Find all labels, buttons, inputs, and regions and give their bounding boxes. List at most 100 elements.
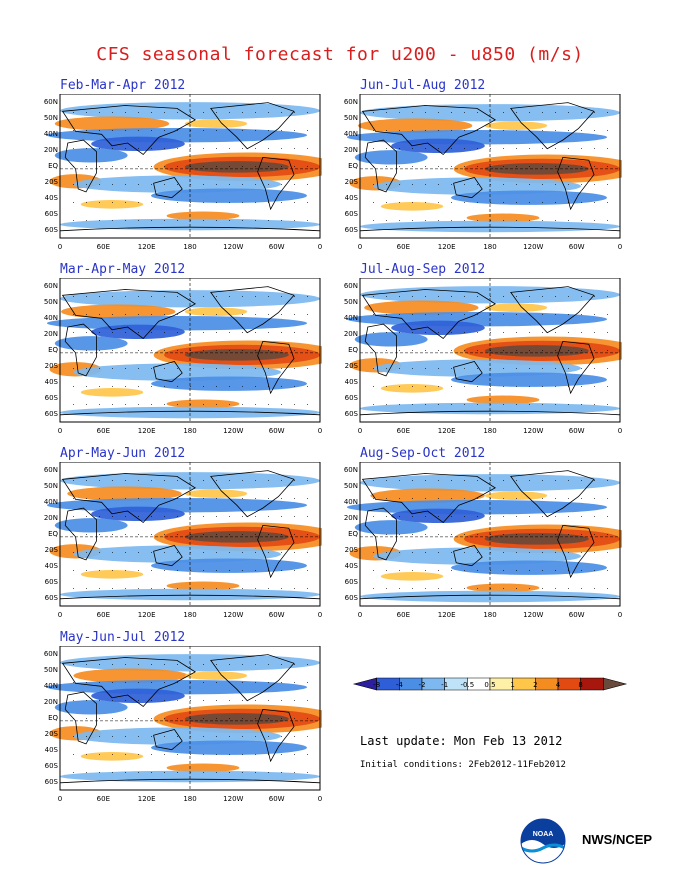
lat-tick-label: 20N <box>344 146 358 154</box>
lon-tick-label: 120E <box>138 243 156 251</box>
lat-tick-label: 60S <box>345 226 359 234</box>
colorbar-swatch <box>557 677 581 691</box>
lat-tick-label: 50N <box>344 298 358 306</box>
lon-tick-label: 180 <box>183 795 196 803</box>
lon-tick-label: 60W <box>569 611 585 619</box>
lon-tick-label: 180 <box>483 611 496 619</box>
lon-tick-label: 60E <box>97 243 110 251</box>
lon-tick-label: 60E <box>97 795 110 803</box>
lat-tick-label: 40N <box>44 314 58 322</box>
noaa-logo-text: NOAA <box>533 831 554 838</box>
colorbar-swatch <box>580 677 604 691</box>
grid-dots <box>373 480 608 589</box>
lat-tick-label: 20S <box>45 546 59 554</box>
lat-tick-label: 60S <box>345 594 359 602</box>
lat-tick-label: 40S <box>345 562 359 570</box>
colorbar-label: -4 <box>396 681 404 689</box>
lat-tick-label: 20N <box>44 514 58 522</box>
lat-tick-label: 40N <box>44 130 58 138</box>
map-frame <box>359 94 621 239</box>
lat-tick-label: 50N <box>44 482 58 490</box>
lon-tick-label: 0 <box>358 611 362 619</box>
map-panel-4: 60N 50N 40N 20N EQ 20S 40S 60S 60S 0 60E 120E 180 120… <box>344 278 622 435</box>
panel-title-5: Apr-May-Jun 2012 <box>60 446 186 461</box>
lon-tick-label: 120W <box>523 427 543 435</box>
lon-tick-label: 120E <box>138 795 156 803</box>
lat-tick-label: 20N <box>44 698 58 706</box>
lon-tick-label: 0 <box>58 243 62 251</box>
lat-tick-label: EQ <box>348 530 358 538</box>
lat-tick-label: 60S <box>45 226 59 234</box>
lat-tick-label: 40N <box>344 314 358 322</box>
lat-tick-label: 60S <box>345 394 359 402</box>
lat-tick-label: 60S <box>45 578 59 586</box>
lon-tick-label: 120W <box>223 243 243 251</box>
lat-tick-label: EQ <box>48 162 58 170</box>
lon-tick-label: 60E <box>397 611 410 619</box>
lat-tick-label: 40S <box>45 378 59 386</box>
lon-tick-label: 60E <box>397 427 410 435</box>
lon-tick-label: 120E <box>438 243 456 251</box>
lon-tick-label: 120W <box>223 427 243 435</box>
panel-title-4: Jul-Aug-Sep 2012 <box>360 262 486 277</box>
lon-tick-label: 0 <box>618 243 622 251</box>
lat-tick-label: 60N <box>44 650 58 658</box>
lat-tick-label: 60N <box>44 282 58 290</box>
map-panel-3: 60N 50N 40N 20N EQ 20S 40S 60S 60S 0 60E 120E 180 120… <box>44 278 322 435</box>
continent-outlines <box>59 102 321 232</box>
lat-tick-label: 20S <box>345 546 359 554</box>
colorbar-swatch <box>535 677 559 691</box>
lat-tick-label: 20S <box>45 730 59 738</box>
grid-dots <box>73 296 308 405</box>
panel-title-7: May-Jun-Jul 2012 <box>60 630 186 645</box>
lat-tick-label: 40S <box>345 194 359 202</box>
colorbar-label: 4 <box>556 681 561 689</box>
lat-tick-label: 60S <box>345 210 359 218</box>
colorbar-label: 2 <box>533 681 537 689</box>
lon-tick-label: 0 <box>318 611 322 619</box>
lat-tick-label: 50N <box>344 482 358 490</box>
lat-tick-label: 40S <box>45 746 59 754</box>
lon-tick-label: 0 <box>618 427 622 435</box>
map-panel-1: 60N 50N 40N 20N EQ 20S 40S 60S 60S 0 60E 120E 180 120… <box>44 94 322 251</box>
colorbar-label: 1 <box>510 681 514 689</box>
continent-outlines <box>359 286 621 416</box>
lat-tick-label: 40S <box>45 562 59 570</box>
lon-tick-label: 120W <box>223 795 243 803</box>
lat-tick-label: 20S <box>45 362 59 370</box>
panel-title-1: Feb-Mar-Apr 2012 <box>60 78 186 93</box>
lat-tick-label: 20S <box>345 362 359 370</box>
map-frame <box>59 462 321 607</box>
lat-tick-label: EQ <box>348 346 358 354</box>
lat-tick-label: 60S <box>45 778 59 786</box>
map-panel-7: 60N 50N 40N 20N EQ 20S 40S 60S 60S 0 60E 120E 180 120… <box>44 646 322 803</box>
continent-outlines <box>359 470 621 600</box>
lat-tick-label: 60N <box>44 466 58 474</box>
continent-outlines <box>59 286 321 416</box>
lat-tick-label: 60S <box>45 210 59 218</box>
map-frame <box>59 94 321 239</box>
grid-dots <box>373 112 608 221</box>
map-panel-5: 60N 50N 40N 20N EQ 20S 40S 60S 60S 0 60E 120E 180 120… <box>44 462 322 619</box>
panel-title-6: Aug-Sep-Oct 2012 <box>360 446 486 461</box>
lat-tick-label: 20N <box>344 514 358 522</box>
colorbar-label: -1 <box>441 681 448 689</box>
lon-tick-label: 60W <box>269 427 285 435</box>
continent-outlines <box>359 102 621 232</box>
lat-tick-label: 60S <box>45 410 59 418</box>
lon-tick-label: 0 <box>318 795 322 803</box>
last-update-text: Last update: Mon Feb 13 2012 <box>360 734 563 748</box>
continent-outlines <box>59 654 321 784</box>
lat-tick-label: 60N <box>344 282 358 290</box>
lon-tick-label: 120W <box>523 243 543 251</box>
lat-tick-label: 60S <box>45 594 59 602</box>
lon-tick-label: 120W <box>223 611 243 619</box>
lon-tick-label: 120E <box>438 611 456 619</box>
lat-tick-label: 60S <box>345 410 359 418</box>
grid-dots <box>373 296 608 405</box>
lat-tick-label: 20S <box>45 178 59 186</box>
lat-tick-label: EQ <box>48 714 58 722</box>
lon-tick-label: 60E <box>97 427 110 435</box>
map-panel-6: 60N 50N 40N 20N EQ 20S 40S 60S 60S 0 60E 120E 180 120… <box>344 462 622 619</box>
panel-title-3: Mar-Apr-May 2012 <box>60 262 186 277</box>
